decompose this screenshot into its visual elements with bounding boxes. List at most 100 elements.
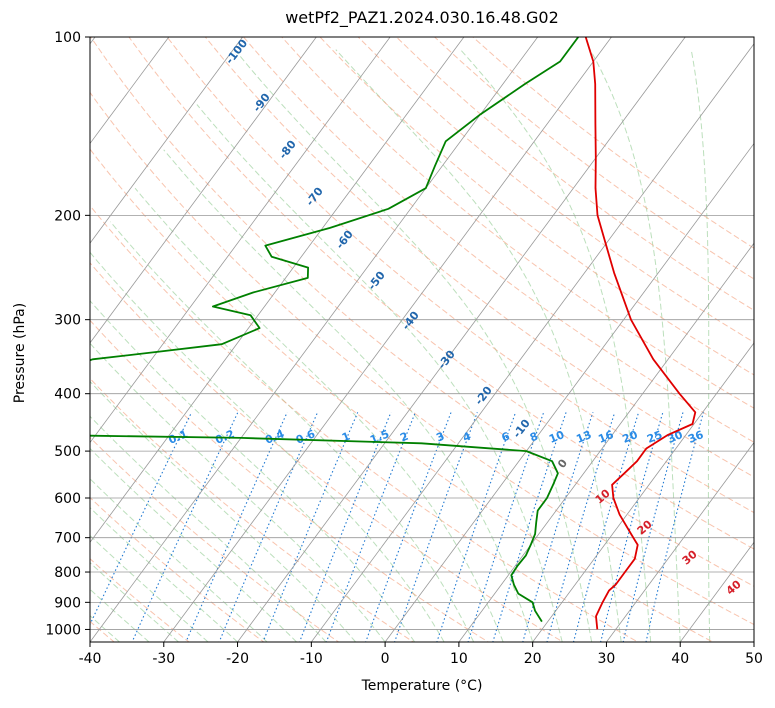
isotherm: [237, 37, 686, 642]
dry-adiabat-label: -80: [276, 138, 299, 162]
y-tick-label: 800: [54, 565, 81, 581]
isotherm: [90, 37, 243, 244]
dewpoint-line: [90, 37, 580, 623]
y-tick-label: 600: [54, 491, 81, 507]
mixing-ratio-label: 1.5: [368, 427, 391, 446]
dry-adiabat-label: -40: [399, 309, 422, 333]
mixing-ratio-label: 0.6: [294, 427, 317, 446]
mixing-ratio-label: 2: [398, 430, 410, 445]
x-tick-label: 50: [745, 651, 763, 667]
dry-adiabat: [90, 262, 565, 642]
isotherm: [532, 342, 754, 642]
mixing-ratio-line: [546, 412, 616, 642]
mixing-ratio-label: 3: [434, 430, 446, 445]
moist-adiabat: [90, 342, 386, 642]
mixing-ratio-line: [262, 412, 359, 642]
isotherm: [753, 641, 754, 642]
moist-adiabat: [90, 415, 327, 642]
dry-adiabat: [357, 37, 754, 343]
moist-adiabat: [90, 588, 150, 642]
mixing-ratio-label: 20: [621, 428, 640, 446]
moist-adiabat: [690, 49, 711, 642]
mixing-ratio-label: 10: [547, 428, 566, 446]
mixing-ratio-label: 30: [666, 428, 685, 446]
moist-adiabat: [90, 251, 445, 642]
dry-adiabat: [90, 319, 490, 642]
mixing-ratio-line: [622, 412, 684, 642]
isotherm: [458, 242, 754, 642]
moist-adiabat: [90, 506, 238, 642]
moist-adiabat: [589, 49, 681, 642]
moist-adiabat: [90, 534, 209, 642]
isotherm: [90, 37, 465, 543]
x-tick-label: 0: [381, 651, 390, 667]
moist-adiabat: [90, 561, 179, 642]
isotherm: [90, 37, 317, 344]
y-tick-label: 700: [54, 531, 81, 547]
x-tick-label: -20: [226, 651, 249, 667]
axes: -40 -30 -20 -10 0 10 20 30 40 5010009008007006005…: [45, 30, 763, 667]
dry-adiabat: [90, 496, 265, 642]
y-tick-label: 1000: [45, 622, 81, 638]
dry-adiabat: [319, 37, 754, 376]
dry-adiabat-label: -50: [365, 269, 388, 293]
mixing-ratio-label: 13: [574, 428, 593, 446]
dry-adiabat: [90, 204, 639, 642]
mixing-ratio-line: [131, 412, 239, 642]
moist-adiabat: [234, 49, 593, 642]
dry-adiabat-label: 40: [724, 577, 744, 597]
y-tick-label: 400: [54, 387, 81, 403]
moist-adiabat: [460, 49, 652, 642]
mixing-ratio-line: [394, 412, 478, 642]
mixing-ratio-line: [325, 412, 416, 642]
x-tick-label: 10: [450, 651, 468, 667]
isotherm: [311, 43, 754, 642]
mixing-ratio-line: [645, 412, 704, 642]
dry-adiabat: [90, 148, 714, 642]
dry-adiabat: [90, 37, 754, 587]
x-tick-label: 30: [598, 651, 616, 667]
dry-adiabat: [281, 37, 754, 409]
y-tick-label: 500: [54, 444, 81, 460]
sounding-series: [90, 37, 697, 630]
dry-adiabat-label: -20: [472, 384, 495, 408]
dry-adiabat-label: 30: [680, 547, 700, 567]
mixing-ratio-line: [492, 412, 567, 642]
mixing-ratio-label: 0.4: [263, 427, 286, 446]
dry-adiabat: [90, 558, 190, 642]
y-axis-label: Pressure (hPa): [12, 302, 28, 404]
mixing-ratio-line: [90, 412, 193, 626]
background-lines: [90, 37, 754, 642]
dry-adiabat: [396, 37, 754, 311]
dry-adiabat-label: -60: [333, 228, 356, 252]
moist-adiabat: [335, 49, 622, 642]
mixing-ratio-label: 36: [686, 428, 705, 446]
dry-adiabat-label: 0: [555, 456, 570, 470]
x-axis-label: Temperature (°C): [361, 678, 483, 694]
x-tick-label: -40: [79, 651, 102, 667]
moist-adiabat: [90, 380, 356, 642]
moist-adiabat: [110, 221, 475, 642]
x-tick-label: 40: [671, 651, 689, 667]
isotherm: [90, 37, 170, 145]
mixing-ratio-label: 16: [596, 428, 615, 446]
moist-adiabat: [196, 104, 563, 642]
x-tick-label: 20: [524, 651, 542, 667]
mixing-ratio-label: 1: [340, 430, 352, 445]
mixing-ratio-label: 8: [528, 430, 540, 445]
moist-adiabat: [90, 299, 416, 642]
mixing-ratio-line: [436, 412, 517, 642]
y-tick-label: 900: [54, 595, 81, 611]
dry-adiabat-label: -100: [223, 37, 250, 67]
y-tick-label: 300: [54, 313, 81, 329]
moist-adiabat: [90, 447, 297, 642]
dry-adiabat-label: -70: [303, 185, 326, 209]
chart-title: wetPf2_PAZ1.2024.030.16.48.G02: [285, 8, 559, 27]
line-labels: -100-90-80-70-60-50-40-30-20-10010203040…: [167, 37, 744, 598]
x-tick-label: -10: [300, 651, 323, 667]
dry-adiabat-label: -30: [435, 348, 458, 372]
mixing-ratio-line: [299, 412, 392, 642]
temperature-line: [584, 37, 697, 630]
isotherm: [384, 142, 754, 642]
